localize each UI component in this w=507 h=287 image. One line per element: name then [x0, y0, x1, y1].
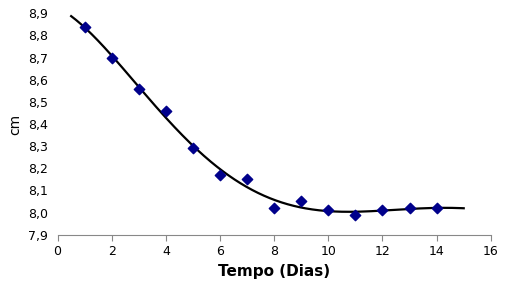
Point — [216, 173, 224, 177]
Point — [81, 24, 89, 29]
X-axis label: Tempo (Dias): Tempo (Dias) — [218, 264, 330, 279]
Point — [107, 55, 116, 60]
Point — [297, 199, 305, 204]
Point — [351, 212, 359, 217]
Point — [243, 177, 251, 182]
Point — [162, 108, 170, 113]
Point — [324, 208, 333, 213]
Y-axis label: cm: cm — [8, 113, 22, 135]
Point — [378, 208, 386, 213]
Point — [270, 206, 278, 210]
Point — [432, 206, 441, 210]
Point — [135, 86, 143, 91]
Point — [189, 146, 197, 151]
Point — [406, 206, 414, 210]
